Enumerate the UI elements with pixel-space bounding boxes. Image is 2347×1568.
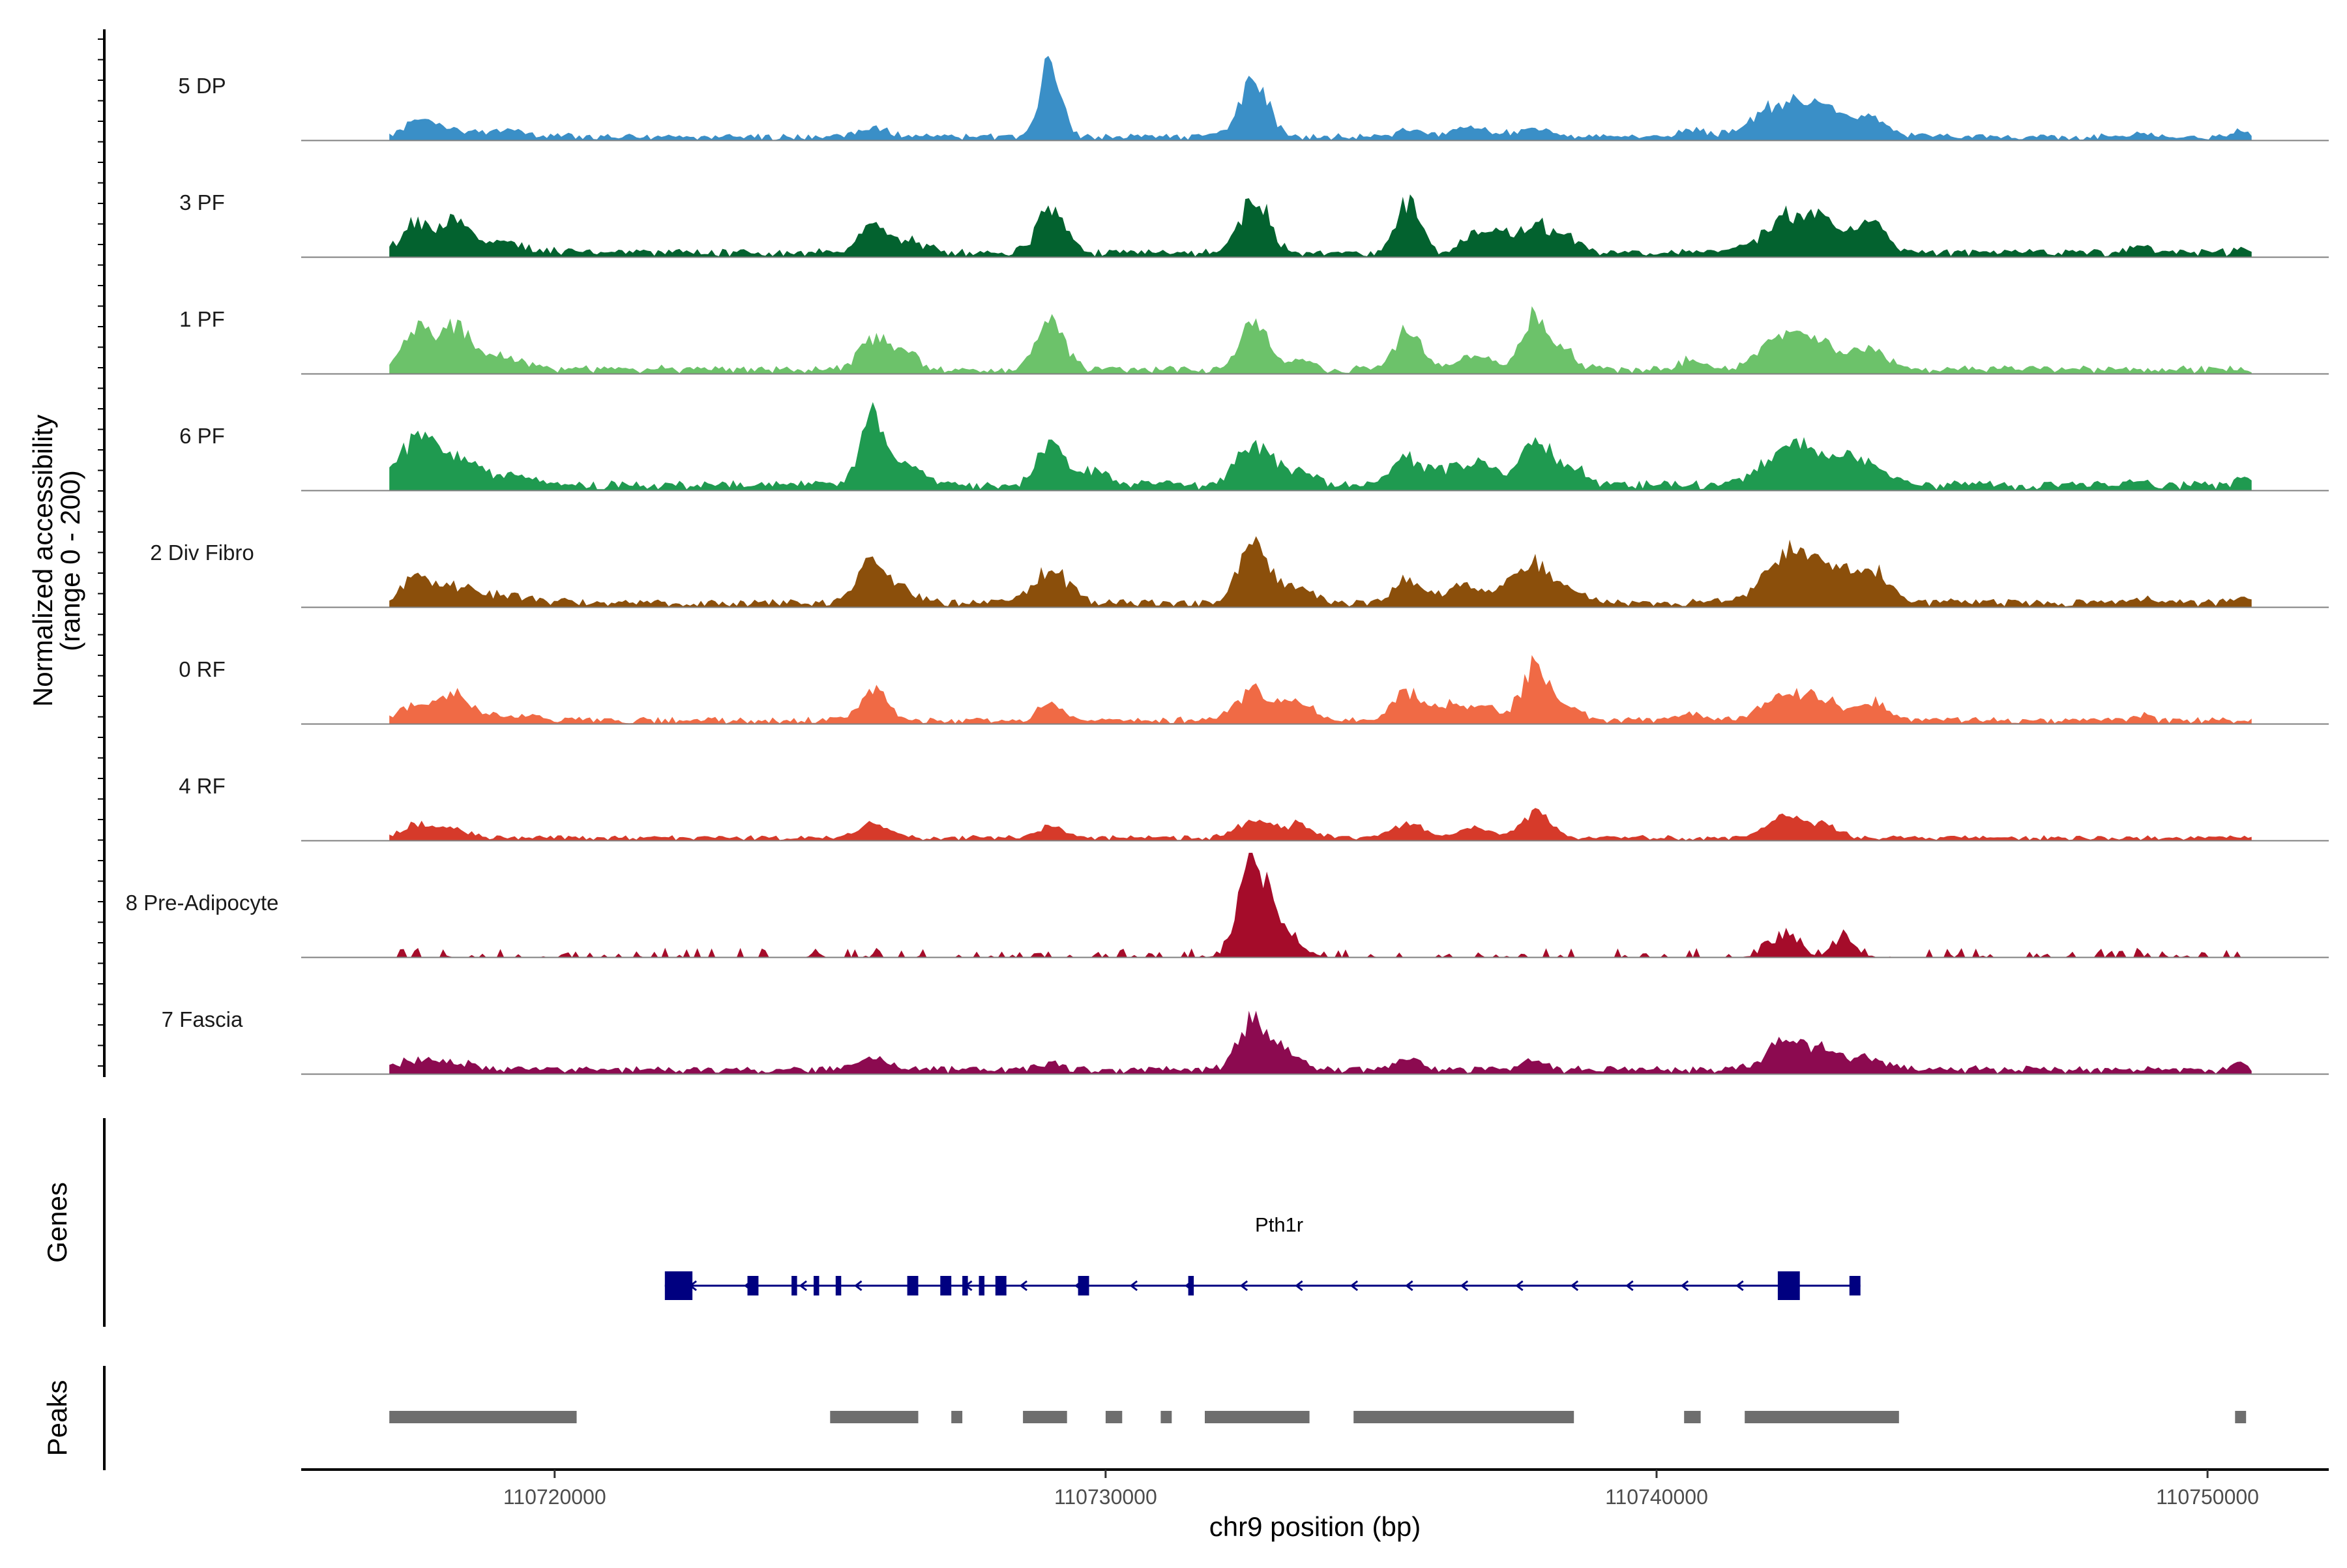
y-axis-title-line2: (range 0 - 200) xyxy=(55,470,85,651)
peak-region xyxy=(389,1411,577,1423)
track-5: 2 Div Fibro xyxy=(150,536,2329,608)
track-label: 3 PF xyxy=(179,190,225,214)
peak-region xyxy=(1205,1411,1310,1423)
track-label: 0 RF xyxy=(179,657,226,681)
strand-arrow xyxy=(1515,1280,1524,1292)
x-tick-label: 110730000 xyxy=(1054,1485,1157,1509)
peak-region xyxy=(1023,1411,1067,1423)
gene-exon xyxy=(1078,1276,1089,1295)
gene-exon xyxy=(940,1276,952,1295)
peak-region xyxy=(1105,1411,1123,1423)
x-axis-title: chr9 position (bp) xyxy=(1209,1511,1421,1542)
peak-region xyxy=(1684,1411,1701,1423)
strand-arrow xyxy=(1239,1280,1248,1292)
gene-exon xyxy=(664,1271,693,1300)
coverage-area xyxy=(389,194,2252,257)
track-1: 5 DP xyxy=(178,55,2329,141)
gene-exon xyxy=(907,1276,919,1295)
strand-arrow xyxy=(1295,1280,1303,1292)
gene-exon xyxy=(1188,1276,1194,1295)
coverage-y-ticks xyxy=(98,38,104,1067)
track-label: 4 RF xyxy=(179,774,226,798)
coverage-area xyxy=(389,536,2252,607)
gene-name-label: Pth1r xyxy=(1255,1213,1303,1236)
strand-arrow xyxy=(1350,1280,1359,1292)
track-3: 1 PF xyxy=(179,306,2329,375)
strand-arrow xyxy=(1019,1280,1028,1292)
peak-region xyxy=(1745,1411,1899,1423)
strand-arrow xyxy=(854,1280,863,1292)
strand-arrow xyxy=(799,1280,807,1292)
peak-region xyxy=(1160,1411,1172,1423)
coverage-area xyxy=(389,853,2252,957)
track-7: 4 RF xyxy=(179,774,2329,842)
peak-region xyxy=(830,1411,919,1423)
gene-exon xyxy=(747,1276,759,1295)
track-6: 0 RF xyxy=(179,655,2329,725)
x-tick-label: 110740000 xyxy=(1605,1485,1708,1509)
gene-exon xyxy=(791,1276,797,1295)
y-axis-title-line1: Normalized accessibility xyxy=(27,415,58,707)
peaks-panel-title: Peaks xyxy=(42,1380,72,1457)
track-label: 1 PF xyxy=(179,307,225,331)
strand-arrow xyxy=(1405,1280,1413,1292)
strand-arrow xyxy=(1570,1280,1579,1292)
strand-arrow xyxy=(1460,1280,1469,1292)
track-label: 7 Fascia xyxy=(162,1007,243,1031)
coverage-area xyxy=(389,306,2252,374)
track-label: 6 PF xyxy=(179,424,225,448)
peak-region xyxy=(951,1411,963,1423)
x-tick-label: 110720000 xyxy=(503,1485,606,1509)
peak-region xyxy=(2235,1411,2247,1423)
x-axis-ticks: 110720000 110730000 110740000 110750000 xyxy=(503,1470,2259,1509)
gene-exon xyxy=(1777,1271,1800,1300)
gene-exon xyxy=(1849,1276,1861,1295)
gene-exon xyxy=(814,1276,819,1295)
track-label: 2 Div Fibro xyxy=(150,540,254,565)
peak-regions xyxy=(389,1411,2247,1423)
strand-arrow xyxy=(1735,1280,1744,1292)
x-tick-label: 110750000 xyxy=(2156,1485,2259,1509)
gene-annotation: Pth1r xyxy=(664,1213,1861,1300)
track-label: 5 DP xyxy=(178,74,226,98)
gene-exon xyxy=(979,1276,984,1295)
strand-arrow xyxy=(1129,1280,1138,1292)
track-label: 8 Pre-Adipocyte xyxy=(126,891,279,915)
peak-region xyxy=(1353,1411,1574,1423)
coverage-area xyxy=(389,808,2252,840)
genes-panel-title: Genes xyxy=(42,1182,72,1263)
coverage-area xyxy=(389,402,2252,490)
track-2: 3 PF xyxy=(179,190,2329,258)
gene-exon xyxy=(962,1276,968,1295)
coverage-tracks: 5 DP 3 PF 1 PF 6 PF 2 Div Fibro 0 RF 4 RF 8 Pre… xyxy=(126,55,2329,1075)
coverage-area xyxy=(389,655,2252,724)
strand-arrow xyxy=(1680,1280,1689,1292)
coverage-area xyxy=(389,55,2252,140)
coverage-area xyxy=(389,1011,2252,1074)
track-4: 6 PF xyxy=(179,402,2329,492)
track-9: 7 Fascia xyxy=(162,1007,2329,1075)
strand-arrow xyxy=(1625,1280,1634,1292)
gene-exon xyxy=(835,1276,842,1295)
gene-exon xyxy=(995,1276,1007,1295)
track-8: 8 Pre-Adipocyte xyxy=(126,853,2329,958)
